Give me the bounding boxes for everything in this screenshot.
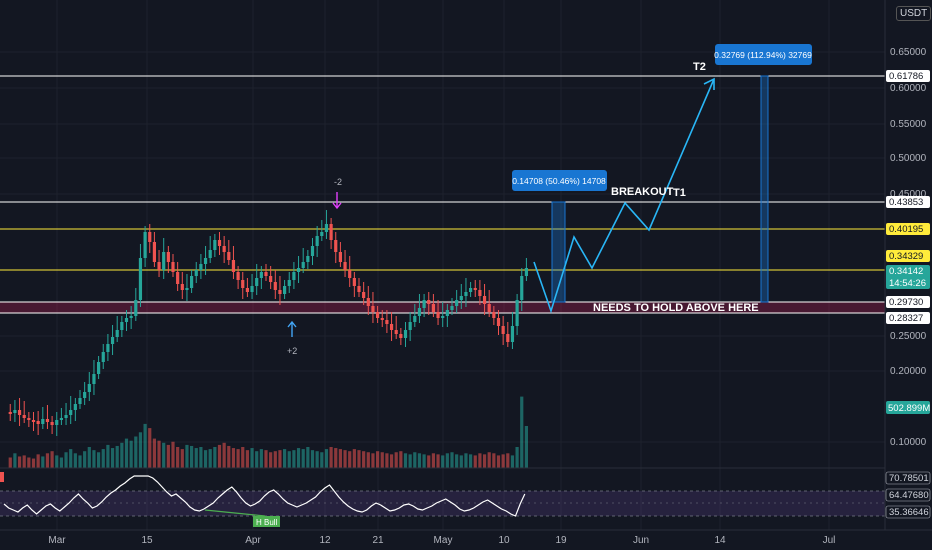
measure-label-big-box	[715, 44, 812, 65]
date-tick-label: 15	[141, 535, 153, 546]
measure-rect-big[interactable]	[760, 75, 769, 303]
level-tag-label: 0.34329	[889, 251, 923, 262]
rsi-tag-box	[885, 505, 931, 519]
date-tick-label: May	[434, 535, 453, 546]
annotation-breakout[interactable]: BREAKOUT	[611, 186, 674, 198]
volume-tag-label: 502.899M	[888, 403, 930, 414]
volume-tag-box	[886, 401, 930, 414]
price-tick-label: 0.45000	[890, 189, 927, 200]
price-axis[interactable]: 0.65000 0.60000 0.55000 0.50000 0.45000 0.250…	[890, 47, 927, 448]
measure-label-small: 0.14708 (50.46%) 14708	[512, 176, 606, 186]
alert-marker	[0, 472, 4, 482]
divergence-plus2-label: +2	[287, 346, 297, 356]
divergence-minus2-label: -2	[334, 177, 342, 187]
measure-label-big: 0.32769 (112.94%) 32769	[714, 50, 812, 60]
chart-grid	[0, 0, 885, 530]
hbull-badge	[253, 516, 280, 527]
candlesticks	[8, 210, 528, 436]
date-tick-label: Apr	[245, 535, 261, 546]
volume-bars	[8, 396, 528, 468]
rsi-tag-label: 70.78501	[889, 473, 929, 484]
level-tag-box	[886, 250, 930, 262]
hbull-label: H Bull	[256, 518, 278, 527]
date-tick-label: 10	[498, 535, 510, 546]
date-tick-label: Jun	[633, 535, 649, 546]
level-tag-box	[886, 223, 930, 235]
price-tick-label: 0.50000	[890, 153, 927, 164]
projection-arrowhead	[703, 77, 715, 90]
rsi-line	[3, 475, 526, 517]
date-tick-label: 19	[555, 535, 567, 546]
price-tick-label: 0.60000	[890, 83, 927, 94]
date-tick-label: Jul	[823, 535, 836, 546]
level-tag-label: 0.43853	[889, 197, 923, 208]
level-tag-label: 0.28327	[889, 313, 923, 324]
countdown-label: 14:54:26	[889, 278, 926, 289]
level-tag-label: 0.40195	[889, 224, 923, 235]
time-axis[interactable]: Mar 15 Apr 12 21 May 10 19 Jun 14 Jul	[48, 535, 835, 546]
measure-label-small-box	[512, 170, 607, 191]
date-tick-label: 14	[714, 535, 726, 546]
price-tick-label: 0.65000	[890, 47, 927, 58]
level-tags: 0.61786 0.43853 0.40195 0.34329 0.3414214:54…	[885, 70, 931, 519]
rsi-tag-box	[885, 471, 931, 485]
price-tick-label: 0.10000	[890, 437, 927, 448]
date-tick-label: 12	[319, 535, 331, 546]
rsi-tag-label: 35.36646	[889, 507, 929, 518]
level-tag-label: 0.34142	[889, 266, 923, 277]
currency-selector[interactable]: USDT	[896, 6, 932, 21]
level-tag-box	[886, 296, 930, 308]
up-arrow-icon	[287, 320, 297, 337]
projection-path[interactable]	[533, 78, 715, 314]
date-tick-label: Mar	[48, 535, 66, 546]
rsi-divergence-line	[204, 509, 266, 517]
price-tick-label: 0.25000	[890, 331, 927, 342]
level-tag-label: 0.29730	[889, 297, 923, 308]
date-tick-label: 21	[372, 535, 384, 546]
annotation-t2[interactable]: T2	[693, 61, 706, 73]
down-arrow-icon	[332, 192, 342, 210]
level-tag-label: 0.61786	[889, 71, 923, 82]
rsi-band	[0, 491, 885, 516]
rsi-tag-box	[885, 488, 931, 502]
level-tag-box	[886, 265, 930, 289]
rsi-tag-label: 64.47680	[889, 490, 929, 501]
level-tag-box	[886, 196, 930, 208]
annotation-hold[interactable]: NEEDS TO HOLD ABOVE HERE	[593, 302, 759, 314]
level-tag-box	[886, 70, 930, 82]
price-tick-label: 0.55000	[890, 119, 927, 130]
price-tick-label: 0.20000	[890, 366, 927, 377]
level-tag-box	[886, 312, 930, 324]
annotation-t1[interactable]: T1	[673, 187, 686, 199]
